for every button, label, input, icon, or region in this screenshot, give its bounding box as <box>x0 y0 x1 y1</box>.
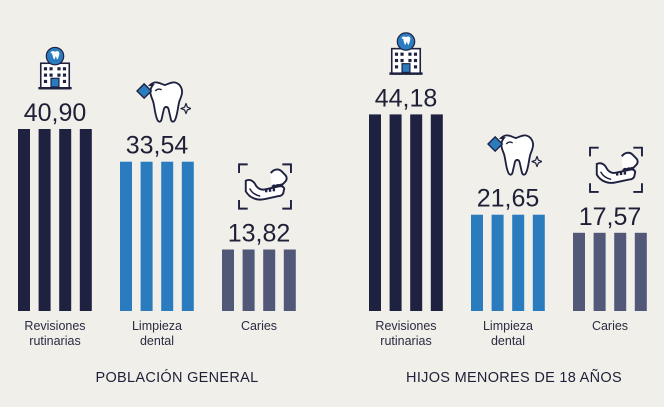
category-label-line: Caries <box>241 319 277 333</box>
data-label: 33,54 <box>126 132 189 160</box>
data-label: 44,18 <box>375 84 438 112</box>
data-label: 21,65 <box>477 185 540 213</box>
bar-stripe <box>120 161 132 311</box>
category-label: Limpieza dental <box>483 319 533 348</box>
bar-stripe <box>283 249 296 311</box>
data-label: 13,82 <box>228 220 291 248</box>
bar <box>471 214 545 311</box>
dental-clinic-icon <box>37 46 73 91</box>
dental-clinic-icon <box>388 31 424 76</box>
bar-stripe <box>634 232 647 311</box>
jaw-xray-icon <box>589 146 643 193</box>
data-label: 40,90 <box>24 99 87 127</box>
category-label: Caries <box>592 319 628 333</box>
sparkling-tooth-icon <box>136 81 191 123</box>
category-label-line: dental <box>491 334 525 348</box>
bar-stripe <box>263 249 276 311</box>
category-label-line: rutinarias <box>29 334 80 348</box>
bar <box>369 114 443 312</box>
bar-stripe <box>59 129 72 311</box>
bar-stripe <box>140 161 153 311</box>
bar <box>573 232 647 311</box>
category-label: Caries <box>241 319 277 333</box>
sparkling-tooth-icon <box>487 134 542 176</box>
category-label: Limpieza dental <box>132 319 182 348</box>
chart-title: HIJOS MENORES DE 18 AÑOS <box>406 369 622 386</box>
bar-stripe <box>79 129 92 311</box>
bar-stripe <box>369 114 381 312</box>
bar-stripe <box>242 249 255 311</box>
bar <box>222 249 296 311</box>
bar-stripe <box>614 232 627 311</box>
category-label-line: Revisiones <box>375 319 436 333</box>
category-label-line: Limpieza <box>132 319 182 333</box>
category-label: Revisiones rutinarias <box>24 319 85 348</box>
bar-stripe <box>161 161 174 311</box>
bar-stripe <box>389 114 402 312</box>
chart-panel-1: 40,90 Revisiones rutinarias 33,54 Limpieza de… <box>18 46 296 386</box>
bar-stripe <box>491 214 504 311</box>
category-label-line: Limpieza <box>483 319 533 333</box>
category-label-line: rutinarias <box>380 334 431 348</box>
bar-stripe <box>573 232 585 311</box>
chart-title: POBLACIÓN GENERAL <box>95 369 258 386</box>
bar-stripe <box>532 214 545 311</box>
chart-panel-2: 44,18 Revisiones rutinarias 21,65 Limpieza de… <box>369 31 647 386</box>
bar-stripe <box>222 249 234 311</box>
data-label: 17,57 <box>579 203 642 231</box>
bar-stripe <box>593 232 606 311</box>
bar-stripe <box>410 114 423 312</box>
bar-stripe <box>471 214 483 311</box>
bar <box>18 129 92 311</box>
bar-stripe <box>38 129 51 311</box>
category-label: Revisiones rutinarias <box>375 319 436 348</box>
bar-stripe <box>430 114 443 312</box>
jaw-xray-icon <box>238 163 292 210</box>
category-label-line: dental <box>140 334 174 348</box>
bar <box>120 161 194 311</box>
bar-stripe <box>512 214 525 311</box>
category-label-line: Revisiones <box>24 319 85 333</box>
category-label-line: Caries <box>592 319 628 333</box>
bar-stripe <box>181 161 194 311</box>
bar-stripe <box>18 129 30 311</box>
